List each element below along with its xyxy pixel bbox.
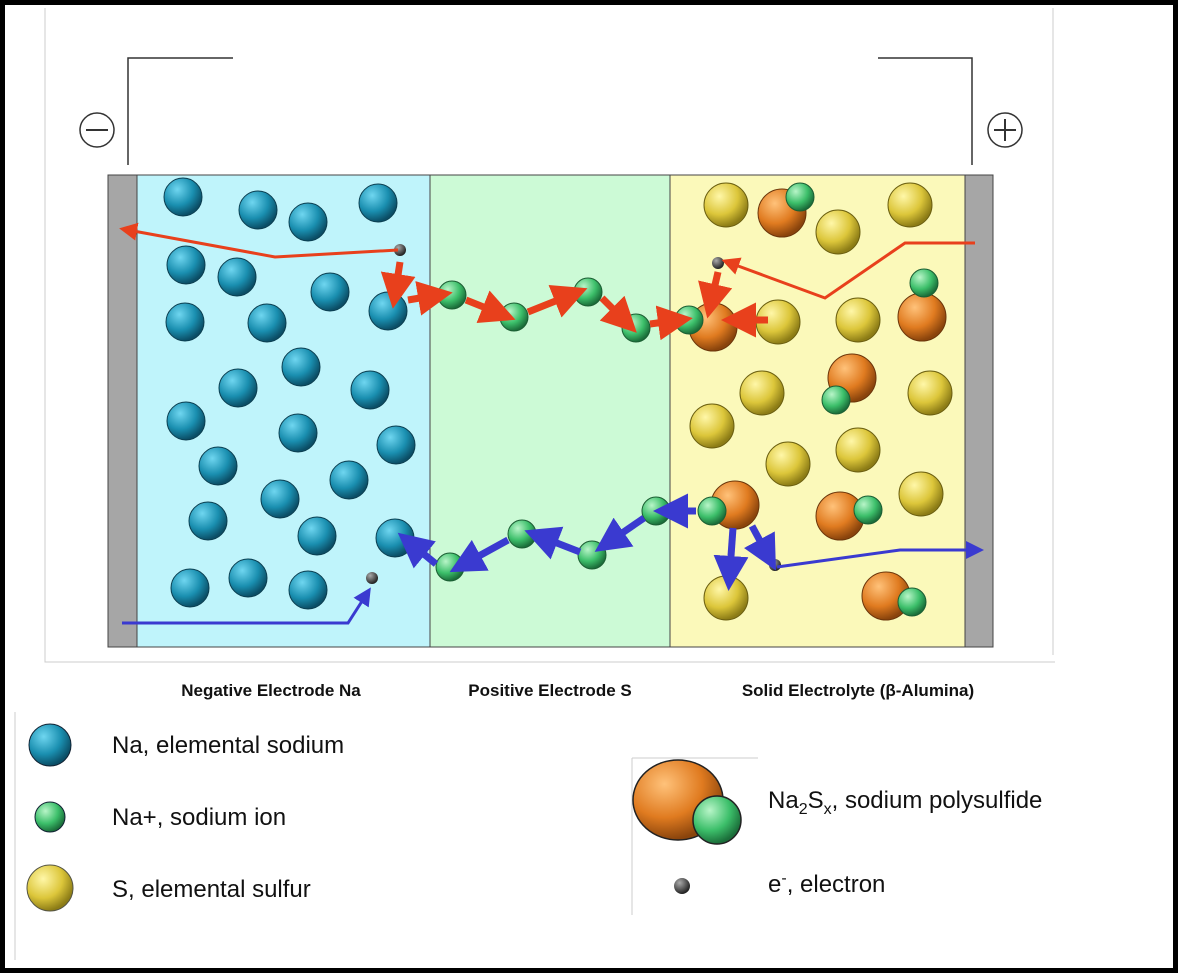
legend-label: S, elemental sulfur [112,876,311,903]
region-label: Solid Electrolyte (β-Alumina) [742,681,974,700]
sodium-atom [288,570,328,610]
sulfur-atom [835,427,881,473]
sodium-ion [674,305,704,335]
sodium-atom [375,518,415,558]
sodium-atom [217,257,257,297]
sulfur-atom [887,182,933,228]
sodium-ion [697,496,727,526]
sodium-atom [165,302,205,342]
sodium-atom [260,479,300,519]
sodium-atom [166,245,206,285]
sodium-ion [785,182,815,212]
electron [366,572,378,584]
sulfur-atom [907,370,953,416]
sodium-ion [853,495,883,525]
sodium-atom [238,190,278,230]
region-label: Negative Electrode Na [181,681,361,700]
particles [163,177,953,621]
sodium-ion [499,302,529,332]
sodium-atom [368,291,408,331]
sodium-atom [358,183,398,223]
legend-label: Na, elemental sodium [112,732,344,759]
sulfur-atom [703,182,749,228]
cell [107,174,994,648]
sodium-atom [329,460,369,500]
sulfur-atom [815,209,861,255]
sodium-atom [163,177,203,217]
sodium-atom [188,501,228,541]
terminal-negative [79,112,115,148]
sodium-atom [310,272,350,312]
sulfur-atom [898,471,944,517]
legend-label: e-, electron [768,870,885,898]
text: Na [768,787,799,814]
sulfur-atom [689,403,735,449]
sodium-atom [281,347,321,387]
electron [712,257,724,269]
sodium-ion [577,540,607,570]
text: S [808,787,824,814]
sodium-atom [228,558,268,598]
sodium-ion [435,552,465,582]
sodium-ion [437,280,467,310]
legend-label: Na+, sodium ion [112,804,286,831]
sodium-ion [641,496,671,526]
electron [394,244,406,256]
polysulfide [897,292,947,342]
sodium-ion [621,313,651,343]
text: e [768,871,781,898]
region-label: Positive Electrode S [468,681,631,700]
sodium-atom [297,516,337,556]
text: , electron [787,871,886,898]
sodium-atom [288,202,328,242]
sulfur-atom [703,575,749,621]
subscript: x [824,801,832,818]
subscript: 2 [799,801,808,818]
sodium-ion [821,385,851,415]
sodium-atom [247,303,287,343]
sodium-ion [909,268,939,298]
terminal-positive [987,112,1023,148]
legend-icons [26,723,742,912]
sodium-atom [350,370,390,410]
sodium-ion [507,519,537,549]
legend-label: Na2Sx, sodium polysulfide [768,787,1042,818]
electron [769,559,781,571]
sodium-atom [218,368,258,408]
sodium-atom [376,425,416,465]
sodium-atom [198,446,238,486]
sulfur-atom [765,441,811,487]
sulfur-atom [739,370,785,416]
wires [127,57,973,165]
arrows [119,222,984,625]
sodium-ion [897,587,927,617]
sodium-atom [170,568,210,608]
sodium-atom [166,401,206,441]
sodium-ion [573,277,603,307]
sulfur-atom [835,297,881,343]
superscript: - [781,870,786,887]
text: , sodium polysulfide [832,787,1043,814]
panel-lines [14,8,1055,960]
sodium-atom [278,413,318,453]
